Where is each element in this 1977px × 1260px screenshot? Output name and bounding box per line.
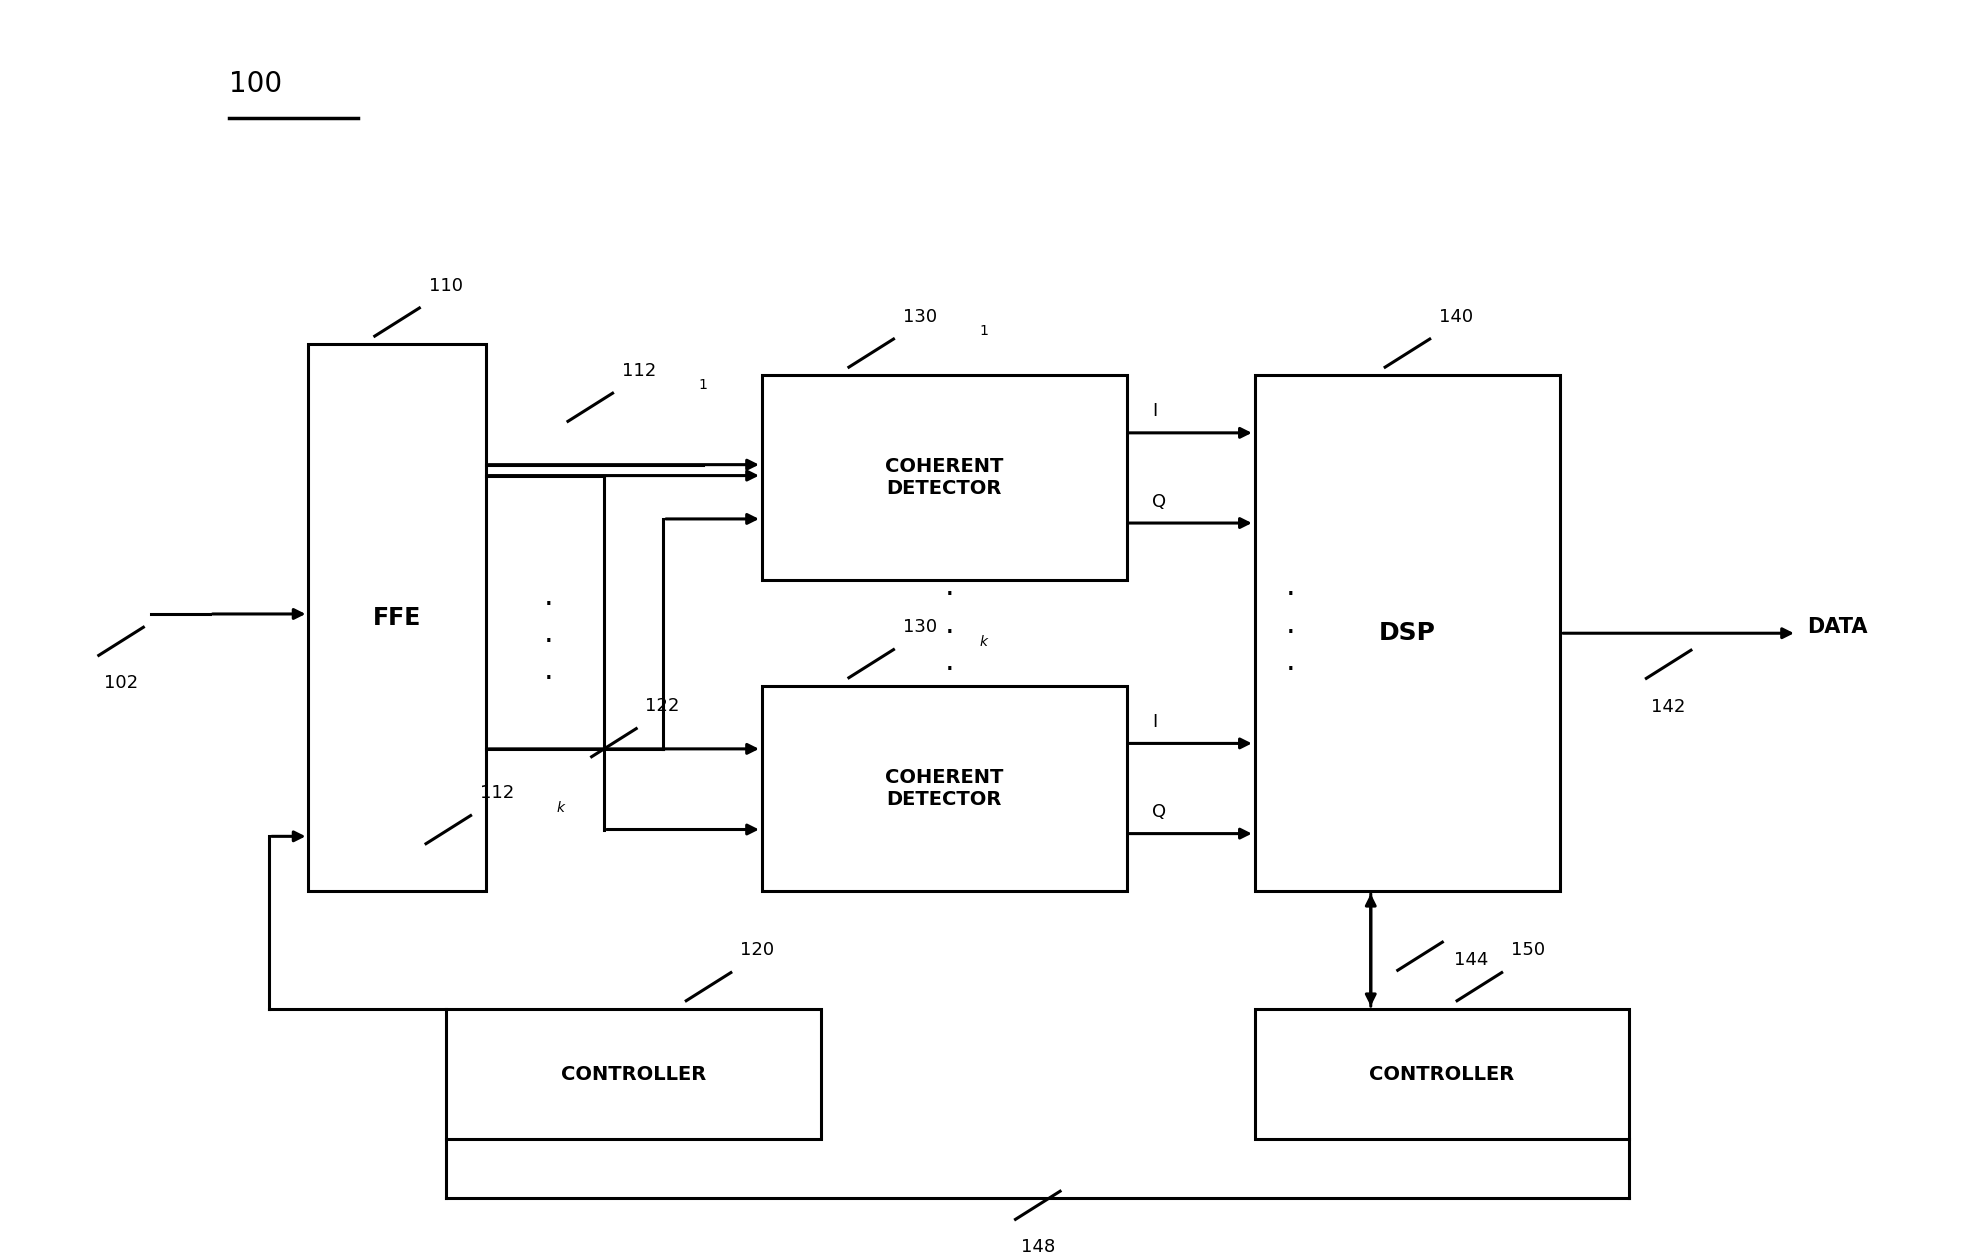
Text: 120: 120: [739, 941, 775, 959]
Text: 142: 142: [1651, 698, 1686, 716]
FancyBboxPatch shape: [1255, 1009, 1629, 1139]
Text: 144: 144: [1453, 951, 1489, 969]
Text: k: k: [981, 635, 988, 649]
Text: Q: Q: [1153, 493, 1166, 510]
Text: COHERENT
DETECTOR: COHERENT DETECTOR: [886, 457, 1004, 499]
FancyBboxPatch shape: [761, 375, 1127, 581]
Text: ·: ·: [945, 619, 953, 648]
Text: 130: 130: [903, 307, 937, 326]
Text: CONTROLLER: CONTROLLER: [1370, 1065, 1514, 1084]
FancyBboxPatch shape: [447, 1009, 820, 1139]
FancyBboxPatch shape: [308, 344, 486, 891]
Text: ·: ·: [1285, 619, 1295, 648]
Text: 112: 112: [623, 362, 656, 381]
Text: Q: Q: [1153, 803, 1166, 822]
Text: 148: 148: [1020, 1237, 1056, 1255]
Text: 130: 130: [903, 619, 937, 636]
Text: 150: 150: [1510, 941, 1546, 959]
Text: 112: 112: [480, 784, 514, 803]
Text: 1: 1: [981, 324, 988, 338]
Text: DSP: DSP: [1380, 621, 1435, 645]
Text: ·: ·: [544, 591, 554, 620]
Text: COHERENT
DETECTOR: COHERENT DETECTOR: [886, 769, 1004, 809]
Text: k: k: [558, 800, 565, 815]
Text: I: I: [1153, 402, 1157, 421]
Text: I: I: [1153, 713, 1157, 731]
Text: 110: 110: [429, 277, 463, 295]
Text: FFE: FFE: [374, 606, 421, 630]
Text: 140: 140: [1439, 307, 1473, 326]
Text: ·: ·: [945, 581, 953, 610]
FancyBboxPatch shape: [1255, 375, 1560, 891]
Text: 1: 1: [698, 378, 708, 392]
Text: ·: ·: [544, 665, 554, 694]
FancyBboxPatch shape: [761, 685, 1127, 891]
Text: ·: ·: [945, 656, 953, 685]
Text: 122: 122: [645, 697, 680, 716]
Text: 100: 100: [229, 69, 283, 97]
Text: ·: ·: [544, 627, 554, 656]
Text: DATA: DATA: [1807, 617, 1866, 638]
Text: CONTROLLER: CONTROLLER: [561, 1065, 706, 1084]
Text: ·: ·: [1285, 656, 1295, 685]
Text: 102: 102: [105, 674, 138, 692]
Text: ·: ·: [1285, 581, 1295, 610]
